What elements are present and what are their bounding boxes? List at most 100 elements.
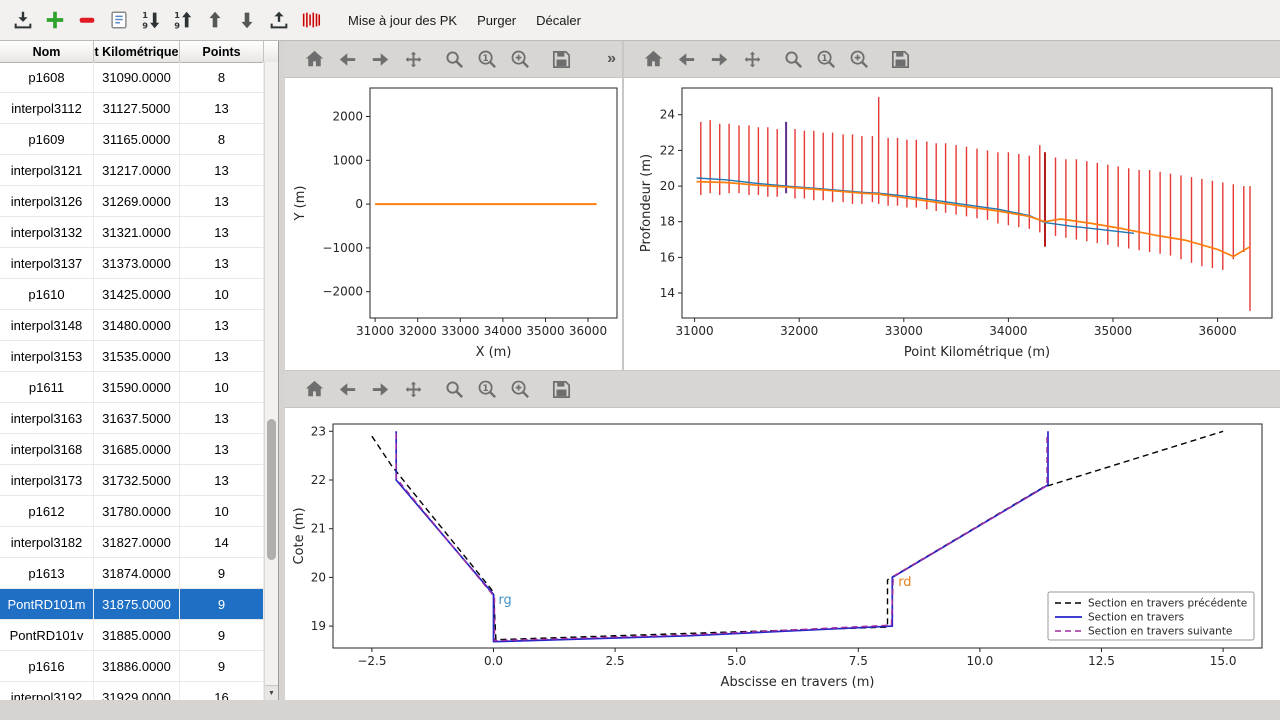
zoom-button[interactable] [441, 46, 468, 73]
home-button[interactable] [640, 46, 667, 73]
scrollbar-thumb[interactable] [267, 419, 276, 560]
table-row[interactable]: interpol3112 31127.5000 13 [0, 93, 264, 124]
zoom-icon [446, 50, 464, 68]
plus-icon [46, 11, 64, 29]
profile-toolbar: 1 [624, 41, 1280, 78]
table-row[interactable]: interpol3173 31732.5000 13 [0, 465, 264, 496]
svg-text:15.0: 15.0 [1210, 654, 1237, 668]
svg-text:24: 24 [660, 108, 675, 122]
svg-text:35000: 35000 [526, 324, 564, 338]
table-row[interactable]: p1609 31165.0000 8 [0, 124, 264, 155]
main-toolbar: 1 9 1 9 Mise à jour des PK Purger Décaler [0, 0, 1280, 41]
home-icon [305, 50, 324, 66]
table-row[interactable]: interpol3182 31827.0000 14 [0, 527, 264, 558]
save-button[interactable] [548, 46, 575, 73]
cell-points: 13 [180, 434, 264, 464]
cell-nom: PontRD101v [0, 620, 94, 650]
menu-item-0[interactable]: Mise à jour des PK [348, 12, 458, 28]
menu-item-2[interactable]: Décaler [536, 12, 581, 28]
zoom-one-button[interactable]: 1 [474, 46, 501, 73]
move-down-button[interactable] [232, 5, 262, 35]
import-button[interactable] [8, 5, 38, 35]
table-row[interactable]: p1613 31874.0000 9 [0, 558, 264, 589]
table-row[interactable]: interpol3163 31637.5000 13 [0, 403, 264, 434]
zoom-button[interactable] [780, 46, 807, 73]
table-row[interactable]: p1610 31425.0000 10 [0, 279, 264, 310]
forward-button[interactable] [367, 46, 394, 73]
table-row[interactable]: interpol3148 31480.0000 13 [0, 310, 264, 341]
cell-points: 8 [180, 62, 264, 92]
edit-icon [111, 11, 127, 29]
back-button[interactable] [334, 46, 361, 73]
cell-points: 9 [180, 620, 264, 650]
menu-item-1[interactable]: Purger [477, 12, 517, 28]
scrollbar-down-button[interactable]: ▼ [265, 685, 278, 700]
save-button[interactable] [887, 46, 914, 73]
table-header: Nom t Kilométrique Points [0, 41, 278, 63]
table-row[interactable]: interpol3192 31929.0000 16 [0, 682, 264, 700]
pan-button[interactable] [400, 46, 427, 73]
back-button[interactable] [334, 376, 361, 403]
back-button[interactable] [673, 46, 700, 73]
column-header-points[interactable]: Points [180, 41, 264, 62]
svg-text:Cote (m): Cote (m) [292, 507, 307, 564]
zoom-one-button[interactable]: 1 [474, 376, 501, 403]
table-row[interactable]: interpol3137 31373.0000 13 [0, 248, 264, 279]
home-icon [644, 50, 663, 66]
zoom-plus-button[interactable] [507, 376, 534, 403]
chart-svg: 31000 32000 33000 34000 35000 36000 −2000 −1000… [293, 87, 618, 360]
cell-points: 13 [180, 310, 264, 340]
remove-section-button[interactable] [72, 5, 102, 35]
longitudinal-profile-chart[interactable]: 31000 32000 33000 34000 35000 36000 14 16 18 20 22… [626, 78, 1280, 370]
table-row[interactable]: p1612 31780.0000 10 [0, 496, 264, 527]
svg-text:22: 22 [660, 143, 675, 157]
table-scrollbar[interactable]: ▼ [264, 62, 278, 700]
column-header-pk[interactable]: t Kilométrique [94, 41, 180, 62]
cell-pk: 31269.0000 [94, 186, 180, 216]
svg-text:21: 21 [311, 522, 326, 536]
home-button[interactable] [301, 376, 328, 403]
save-button[interactable] [548, 376, 575, 403]
table-row[interactable]: PontRD101v 31885.0000 9 [0, 620, 264, 651]
cell-points: 10 [180, 279, 264, 309]
sections-button[interactable] [296, 5, 326, 35]
add-section-button[interactable] [40, 5, 70, 35]
zoom-plus-button[interactable] [846, 46, 873, 73]
zoom-icon [446, 380, 464, 398]
zoom-button[interactable] [441, 376, 468, 403]
pan-button[interactable] [400, 376, 427, 403]
cell-points: 13 [180, 155, 264, 185]
sort-desc-icon: 19 [142, 10, 160, 30]
cross-section-chart[interactable]: −2.5 0.0 2.5 5.0 7.5 10.0 12.5 15.0 19 20 21 22 23 rg… [285, 408, 1280, 700]
toolbar-overflow-button[interactable]: » [607, 50, 616, 67]
forward-button[interactable] [706, 46, 733, 73]
pan-button[interactable] [739, 46, 766, 73]
table-row[interactable]: interpol3126 31269.0000 13 [0, 186, 264, 217]
table-row[interactable]: PontRD101m 31875.0000 9 [0, 589, 264, 620]
home-button[interactable] [301, 46, 328, 73]
zoom-one-button[interactable]: 1 [813, 46, 840, 73]
forward-button[interactable] [367, 376, 394, 403]
move-up-button[interactable] [200, 5, 230, 35]
plan-view-chart[interactable]: 31000 32000 33000 34000 35000 36000 −2000 −1000… [285, 78, 622, 370]
table-row[interactable]: interpol3132 31321.0000 13 [0, 217, 264, 248]
svg-text:X (m): X (m) [476, 345, 512, 360]
table-row[interactable]: interpol3168 31685.0000 13 [0, 434, 264, 465]
cell-nom: interpol3126 [0, 186, 94, 216]
cell-points: 13 [180, 248, 264, 278]
svg-text:23: 23 [311, 424, 326, 438]
zoom-plus-button[interactable] [507, 46, 534, 73]
table-row[interactable]: interpol3153 31535.0000 13 [0, 341, 264, 372]
svg-text:1: 1 [482, 53, 488, 63]
column-header-nom[interactable]: Nom [0, 41, 94, 62]
edit-section-button[interactable] [104, 5, 134, 35]
table-row[interactable]: p1616 31886.0000 9 [0, 651, 264, 682]
table-row[interactable]: interpol3121 31217.0000 13 [0, 155, 264, 186]
cell-pk: 31127.5000 [94, 93, 180, 123]
export-button[interactable] [264, 5, 294, 35]
table-row[interactable]: p1608 31090.0000 8 [0, 62, 264, 93]
vertical-divider [622, 41, 624, 371]
table-row[interactable]: p1611 31590.0000 10 [0, 372, 264, 403]
